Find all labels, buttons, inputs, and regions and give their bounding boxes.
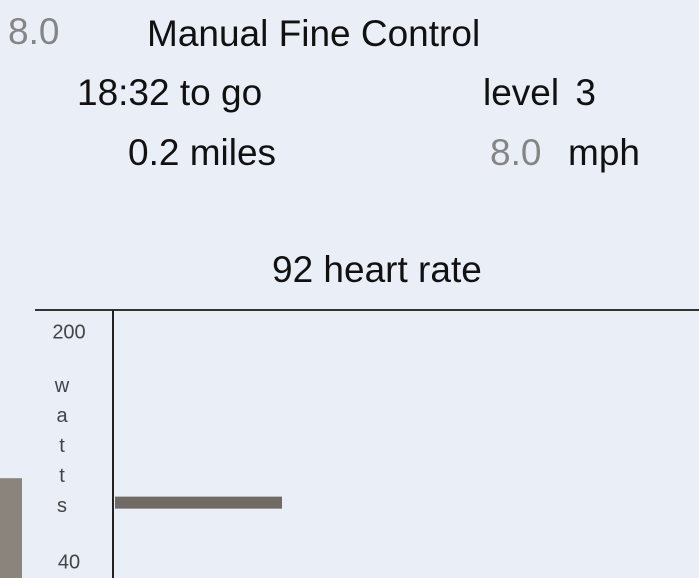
distance: 0.2 miles <box>128 132 276 173</box>
time-left: 18:32 to go <box>77 72 262 113</box>
y-tick-label: 200 <box>52 321 85 343</box>
y-axis-label-letter: s <box>57 495 67 517</box>
y-tick-label: 40 <box>58 551 80 573</box>
speed-unit: mph <box>568 132 640 173</box>
y-axis-label-letter: a <box>56 405 68 427</box>
heart-rate: 92 heart rate <box>272 249 482 290</box>
profile-column <box>0 478 22 578</box>
speed-setting: 8.0 <box>8 11 59 52</box>
y-axis-label-letter: w <box>54 375 70 397</box>
speed-value: 8.0 <box>490 132 541 173</box>
title: Manual Fine Control <box>147 13 480 54</box>
current-level-bar <box>115 496 282 509</box>
y-axis-label-letter: t <box>59 435 65 457</box>
y-axis-label-letter: t <box>59 465 65 487</box>
level: level 3 <box>483 72 596 113</box>
